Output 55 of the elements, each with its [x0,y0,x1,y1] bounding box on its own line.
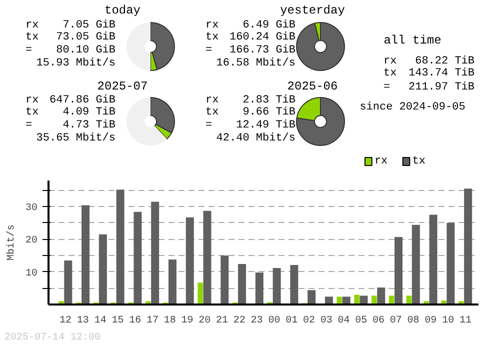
x-tick-label: 04 [338,316,350,326]
x-tick-label: 14 [94,316,106,326]
x-tick-label: 09 [424,316,437,326]
y-tick-label: 20 [26,236,38,247]
text: all time [384,34,442,48]
x-tick-label: 15 [112,316,124,326]
chart-title: yesterday [280,4,345,18]
legend-label: tx [412,156,426,168]
text: 15.93 Mbit/s [36,58,116,70]
x-tick-label: 21 [216,316,228,326]
x-tick-label: 07 [390,316,402,326]
x-tick-label: 13 [76,316,89,326]
text: rx 7.05 GiB [26,20,116,32]
x-tick-label: 08 [407,316,420,326]
x-tick-label: 00 [268,316,280,326]
legend-label: rx [374,156,388,168]
x-tick-label: 22 [233,316,246,326]
text: since 2024-09-05 [360,102,466,114]
chart-title: 2025-07 [97,80,148,94]
text: tx 73.05 GiB [26,32,116,44]
chart-title: 2025-06 [287,80,338,94]
text: tx 9.66 TiB [206,106,296,118]
text: tx 160.24 GiB [206,32,296,44]
text: rx 2.83 TiB [206,94,296,106]
x-tick-label: 05 [355,316,368,326]
x-tick-label: 02 [302,316,315,326]
x-tick-label: 01 [286,316,298,326]
x-tick-label: 03 [320,316,332,326]
x-tick-label: 11 [459,316,472,326]
x-tick-label: 17 [146,316,158,326]
text: = 12.49 TiB [206,120,296,132]
text: 16.58 Mbit/s [216,58,296,70]
chart-title: today [104,4,141,18]
text: 35.65 Mbit/s [36,132,116,144]
x-tick-label: 19 [181,316,194,326]
y-tick-label: 30 [26,203,38,214]
x-tick-label: 23 [250,316,263,326]
text: 42.40 Mbit/s [216,132,296,144]
y-axis-title: Mbit/s [6,224,18,261]
text: tx 143.74 TiB [384,68,475,80]
x-tick-label: 20 [198,316,211,326]
text: rx 68.22 TiB [384,56,475,68]
text: = 4.73 TiB [26,120,116,132]
text: = 166.73 GiB [206,44,296,56]
text: = 80.10 GiB [26,44,116,56]
text: = 211.97 TiB [384,82,475,94]
x-tick-label: 10 [442,316,454,326]
text: rx 647.86 GiB [26,94,116,106]
x-tick-label: 06 [372,316,385,326]
text: tx 4.09 TiB [26,106,116,118]
x-tick-label: 16 [129,316,142,326]
text: rx 6.49 GiB [206,20,296,32]
y-tick-label: 10 [26,268,38,280]
x-tick-label: 12 [60,316,72,326]
x-tick-label: 18 [164,316,176,326]
